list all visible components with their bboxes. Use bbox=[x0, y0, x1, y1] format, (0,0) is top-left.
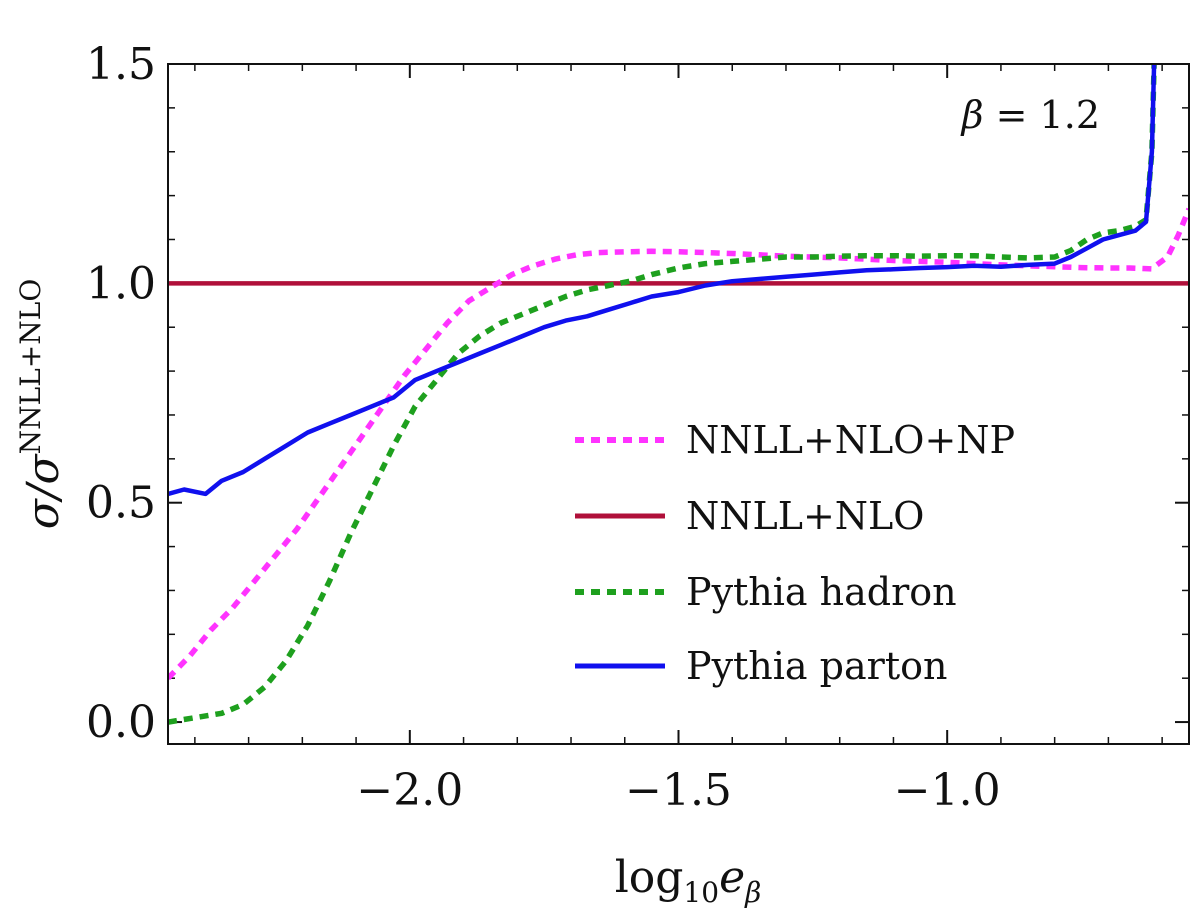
x-tick-label: −1.0 bbox=[894, 765, 1001, 816]
x-tick-label: −2.0 bbox=[356, 765, 463, 816]
legend-item-nnll: NNLL+NLO bbox=[575, 494, 924, 538]
y-axis-label-base: σ/σ bbox=[18, 452, 69, 529]
y-tick-label: 1.0 bbox=[86, 258, 156, 309]
series-layer bbox=[168, 64, 1189, 725]
plot-frame bbox=[167, 63, 1190, 745]
legend-item-np: NNLL+NLO+NP bbox=[575, 418, 1015, 462]
series-line-nnll-nlo-np bbox=[168, 207, 1189, 681]
series-line-pythia-parton bbox=[168, 64, 1157, 497]
annotation-var: β bbox=[960, 93, 984, 137]
legend-label-parton: Pythia parton bbox=[686, 644, 947, 688]
legend: NNLL+NLO+NP NNLL+NLO Pythia hadron Pythi… bbox=[575, 418, 1015, 688]
x-tick-label: −1.5 bbox=[625, 765, 732, 816]
series-line-pythia-hadron bbox=[168, 64, 1157, 725]
tick-labels: −2.0 −1.5 −1.0 0.0 0.5 1.0 1.5 bbox=[86, 39, 1001, 816]
x-axis-label-sub: 10 bbox=[683, 876, 719, 909]
x-axis-label-var: e bbox=[719, 852, 745, 903]
y-tick-label: 0.5 bbox=[86, 478, 156, 529]
ticks-layer bbox=[168, 63, 1189, 744]
annotation-rest: = 1.2 bbox=[984, 93, 1100, 137]
legend-item-parton: Pythia parton bbox=[575, 644, 947, 688]
y-tick-label: 1.5 bbox=[86, 39, 156, 90]
x-axis-label: log10eβ bbox=[615, 852, 762, 909]
legend-label-hadron: Pythia hadron bbox=[686, 570, 957, 614]
y-axis-label-sup: NNLL+NLO bbox=[14, 279, 47, 455]
x-axis-label-varsub: β bbox=[744, 876, 761, 909]
y-axis-label: σ/σNNLL+NLO bbox=[14, 279, 69, 530]
x-axis-label-base: log bbox=[615, 852, 684, 903]
legend-label-np: NNLL+NLO+NP bbox=[686, 418, 1015, 462]
y-tick-label: 0.0 bbox=[86, 697, 156, 748]
legend-item-hadron: Pythia hadron bbox=[575, 570, 957, 614]
legend-label-nnll: NNLL+NLO bbox=[686, 494, 924, 538]
annotation: β = 1.2 bbox=[960, 93, 1100, 137]
